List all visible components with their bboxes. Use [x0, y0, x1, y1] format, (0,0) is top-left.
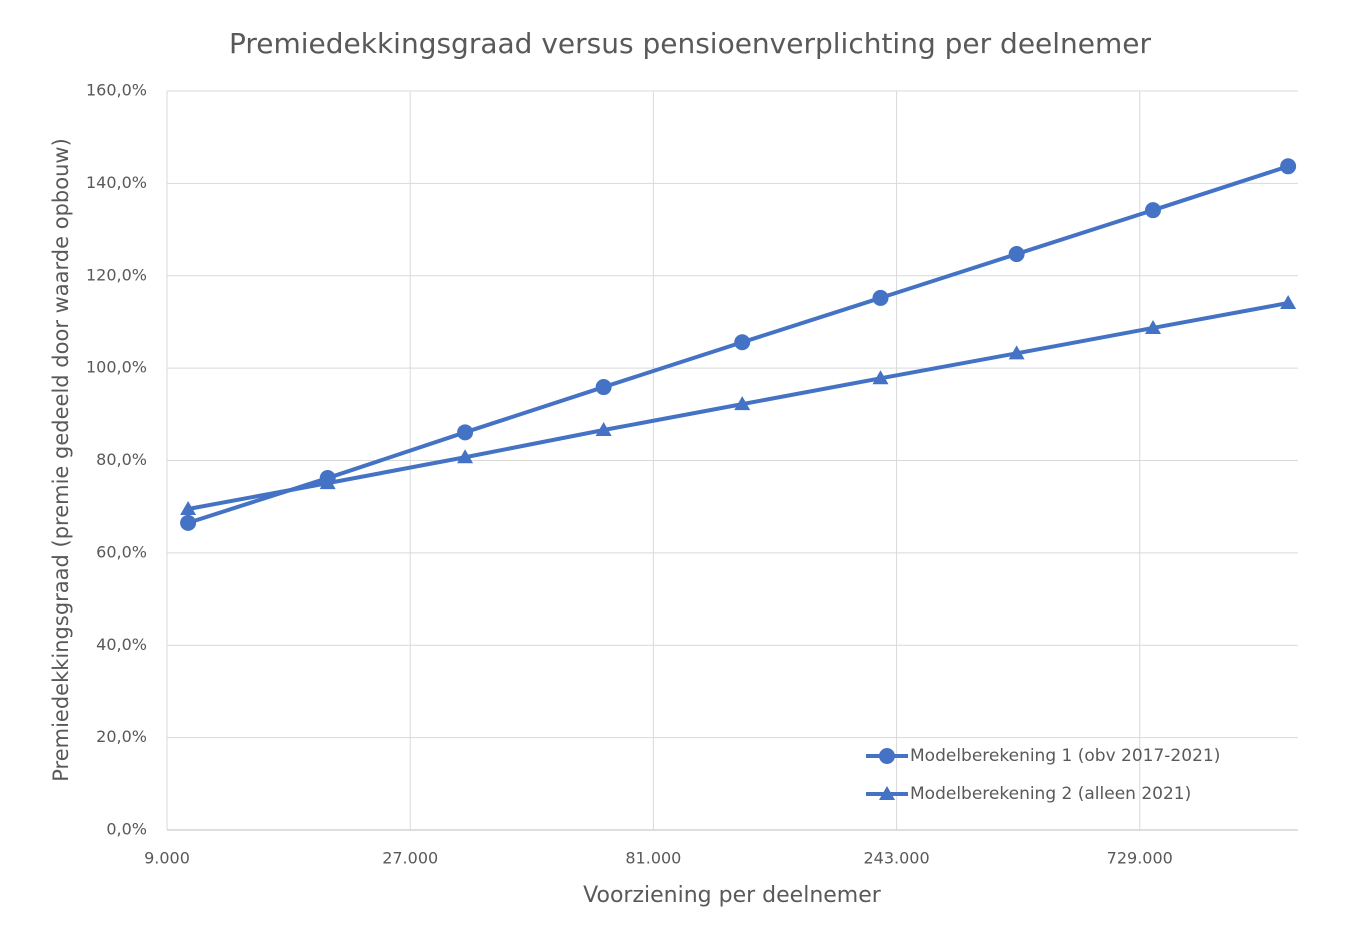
legend-marker	[879, 786, 895, 800]
marker	[180, 500, 197, 515]
x-tick-label: 81.000	[625, 849, 681, 868]
marker	[734, 396, 751, 411]
legend-label: Modelberekening 2 (alleen 2021)	[910, 784, 1191, 804]
y-tick-label: 20,0%	[96, 727, 147, 746]
x-tick-label: 729.000	[1107, 849, 1173, 868]
chart-title: Premiedekkingsgraad versus pensioenverpl…	[229, 27, 1152, 60]
marker	[457, 424, 474, 441]
marker	[1280, 158, 1297, 175]
y-tick-label: 40,0%	[96, 635, 147, 654]
marker	[457, 449, 474, 464]
marker	[1145, 319, 1162, 334]
marker	[1145, 202, 1162, 219]
y-tick-label: 120,0%	[86, 265, 147, 284]
marker	[595, 379, 612, 396]
y-tick-label: 0,0%	[106, 820, 147, 839]
marker	[1280, 295, 1297, 310]
x-tick-label: 243.000	[863, 849, 929, 868]
marker	[319, 475, 336, 490]
y-tick-label: 80,0%	[96, 450, 147, 469]
legend-label: Modelberekening 1 (obv 2017-2021)	[910, 746, 1220, 766]
y-tick-label: 140,0%	[86, 173, 147, 192]
marker	[734, 334, 751, 351]
marker	[1008, 345, 1025, 360]
y-tick-label: 160,0%	[86, 81, 147, 100]
legend-item: Modelberekening 1 (obv 2017-2021)	[866, 746, 1220, 766]
y-tick-label: 100,0%	[86, 358, 147, 377]
marker	[180, 514, 197, 531]
marker	[1008, 246, 1025, 263]
y-axis-label: Premiedekkingsgraad (premie gedeeld door…	[49, 138, 73, 782]
x-tick-label: 9.000	[144, 849, 190, 868]
marker	[595, 422, 612, 437]
legend-marker	[879, 748, 895, 764]
marker	[872, 289, 889, 306]
x-axis-label: Voorziening per deelnemer	[583, 883, 882, 908]
y-tick-label: 60,0%	[96, 542, 147, 561]
marker	[872, 370, 889, 385]
legend-item: Modelberekening 2 (alleen 2021)	[866, 784, 1191, 804]
x-tick-label: 27.000	[382, 849, 438, 868]
